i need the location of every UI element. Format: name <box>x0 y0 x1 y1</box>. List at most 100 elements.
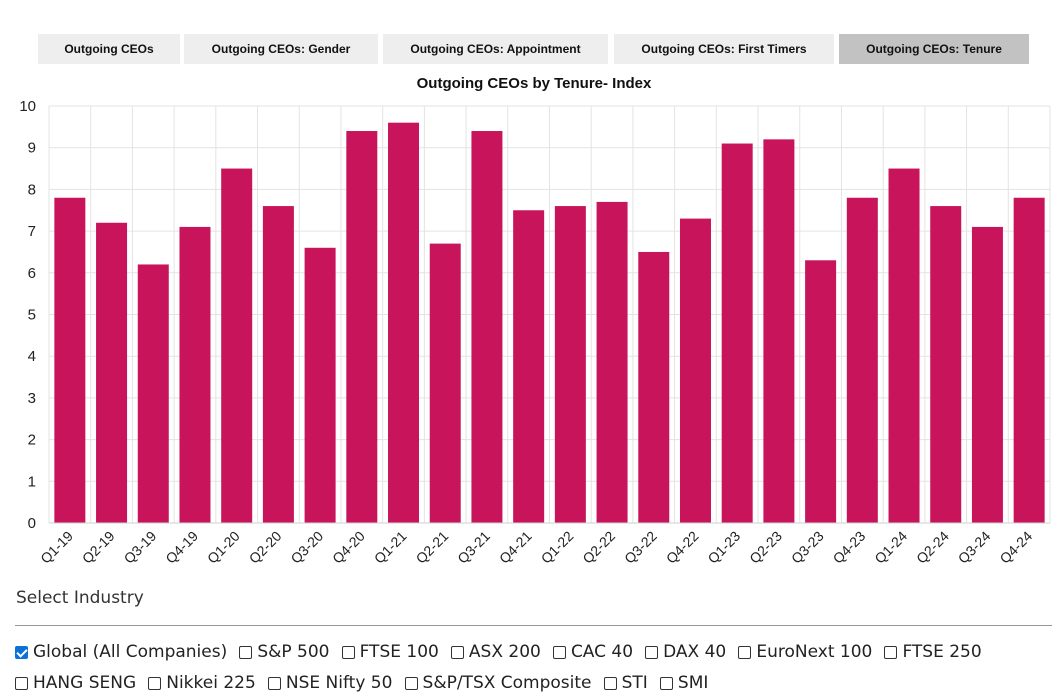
checkbox-box[interactable] <box>15 645 28 659</box>
y-tick-label: 8 <box>28 181 36 198</box>
checkbox-box[interactable] <box>341 645 355 659</box>
x-tick-label: Q1-21 <box>371 528 410 567</box>
checkbox-nse-nifty50[interactable]: NSE Nifty 50 <box>267 673 393 693</box>
x-tick-label: Q1-19 <box>37 528 76 567</box>
x-tick-label: Q4-23 <box>830 528 869 567</box>
checkbox-label: STI <box>621 673 648 693</box>
x-tick-label: Q4-24 <box>996 528 1035 567</box>
x-tick-label: Q1-22 <box>538 528 577 567</box>
divider <box>15 625 1052 626</box>
checkbox-box[interactable] <box>267 676 281 690</box>
industry-row-2: HANG SENG Nikkei 225 NSE Nifty 50 S&P/TS… <box>15 673 715 697</box>
checkbox-label: FTSE 100 <box>359 642 439 662</box>
x-tick-label: Q4-22 <box>663 528 702 567</box>
checkbox-sti[interactable]: STI <box>603 673 648 693</box>
x-tick-label: Q4-20 <box>329 528 368 567</box>
x-tick-label: Q3-23 <box>788 528 827 567</box>
checkbox-box[interactable] <box>645 645 659 659</box>
checkbox-sp500[interactable]: S&P 500 <box>239 642 329 662</box>
bar <box>888 168 920 524</box>
checkbox-sp-tsx-composite[interactable]: S&P/TSX Composite <box>404 673 592 693</box>
bar <box>1013 197 1045 523</box>
x-tick-label: Q4-19 <box>162 528 201 567</box>
bar <box>262 206 294 523</box>
checkbox-box[interactable] <box>15 676 28 690</box>
tab-outgoing-ceos-appointment[interactable]: Outgoing CEOs: Appointment <box>383 34 608 64</box>
checkbox-box[interactable] <box>884 645 898 659</box>
checkbox-nikkei225[interactable]: Nikkei 225 <box>148 673 256 693</box>
bar <box>137 264 169 523</box>
bar <box>721 143 753 523</box>
tab-outgoing-ceos-tenure[interactable]: Outgoing CEOs: Tenure <box>839 34 1029 64</box>
bar <box>638 251 670 523</box>
tab-outgoing-ceos-gender[interactable]: Outgoing CEOs: Gender <box>184 34 378 64</box>
checkbox-box[interactable] <box>603 676 617 690</box>
y-tick-label: 6 <box>28 265 36 282</box>
bar <box>304 247 336 523</box>
y-tick-label: 10 <box>19 98 36 115</box>
checkbox-box[interactable] <box>659 676 673 690</box>
y-tick-label: 4 <box>28 348 36 365</box>
checkbox-box[interactable] <box>239 645 253 659</box>
bar <box>846 197 878 523</box>
bar <box>429 243 461 524</box>
select-industry-label: Select Industry <box>16 588 144 608</box>
checkbox-box[interactable] <box>552 645 566 659</box>
checkbox-label: HANG SENG <box>33 673 137 693</box>
bar <box>971 226 1003 523</box>
x-tick-label: Q3-21 <box>454 528 493 567</box>
checkbox-label: Nikkei 225 <box>166 673 256 693</box>
checkbox-label: Global (All Companies) <box>33 642 228 662</box>
industry-row-1: Global (All Companies) S&P 500 FTSE 100 … <box>15 642 989 666</box>
bar <box>805 260 837 523</box>
checkbox-label: S&P/TSX Composite <box>422 673 592 693</box>
checkbox-label: FTSE 250 <box>902 642 982 662</box>
bar <box>679 218 711 523</box>
checkbox-label: S&P 500 <box>257 642 330 662</box>
checkbox-cac40[interactable]: CAC 40 <box>552 642 633 662</box>
bar <box>596 201 628 523</box>
y-tick-label: 2 <box>28 432 36 449</box>
checkbox-box[interactable] <box>404 676 418 690</box>
bar <box>513 210 545 523</box>
checkbox-asx200[interactable]: ASX 200 <box>450 642 541 662</box>
bar <box>554 206 586 523</box>
x-tick-label: Q2-21 <box>413 528 452 567</box>
x-tick-label: Q3-24 <box>955 528 994 567</box>
checkbox-box[interactable] <box>738 645 752 659</box>
chart-title: Outgoing CEOs by Tenure- Index <box>416 75 652 92</box>
x-tick-label: Q1-20 <box>204 528 243 567</box>
x-tick-label: Q3-20 <box>287 528 326 567</box>
y-tick-label: 3 <box>28 390 36 407</box>
tab-outgoing-ceos[interactable]: Outgoing CEOs <box>38 34 180 64</box>
y-tick-label: 5 <box>28 307 36 324</box>
bar <box>179 226 211 523</box>
checkbox-box[interactable] <box>450 645 464 659</box>
checkbox-ftse100[interactable]: FTSE 100 <box>341 642 439 662</box>
checkbox-label: ASX 200 <box>468 642 541 662</box>
checkbox-smi[interactable]: SMI <box>659 673 708 693</box>
x-tick-label: Q2-22 <box>579 528 618 567</box>
y-tick-label: 1 <box>28 473 36 490</box>
x-tick-label: Q1-23 <box>704 528 743 567</box>
checkbox-global[interactable]: Global (All Companies) <box>15 642 227 662</box>
x-tick-label: Q1-24 <box>871 528 910 567</box>
checkbox-dax40[interactable]: DAX 40 <box>645 642 726 662</box>
bar <box>471 131 503 523</box>
checkbox-ftse250[interactable]: FTSE 250 <box>884 642 982 662</box>
bar <box>96 222 128 523</box>
y-tick-label: 7 <box>28 223 36 240</box>
x-tick-label: Q3-19 <box>121 528 160 567</box>
x-tick-label: Q4-21 <box>496 528 535 567</box>
tab-outgoing-ceos-first-timers[interactable]: Outgoing CEOs: First Timers <box>614 34 834 64</box>
checkbox-euronext100[interactable]: EuroNext 100 <box>738 642 872 662</box>
checkbox-box[interactable] <box>148 676 162 690</box>
x-tick-label: Q2-24 <box>913 528 952 567</box>
y-tick-label: 0 <box>28 515 36 532</box>
checkbox-label: NSE Nifty 50 <box>285 673 393 693</box>
bar <box>346 131 378 523</box>
bar <box>221 168 253 524</box>
checkbox-hang-seng[interactable]: HANG SENG <box>15 673 136 693</box>
checkbox-label: EuroNext 100 <box>756 642 873 662</box>
